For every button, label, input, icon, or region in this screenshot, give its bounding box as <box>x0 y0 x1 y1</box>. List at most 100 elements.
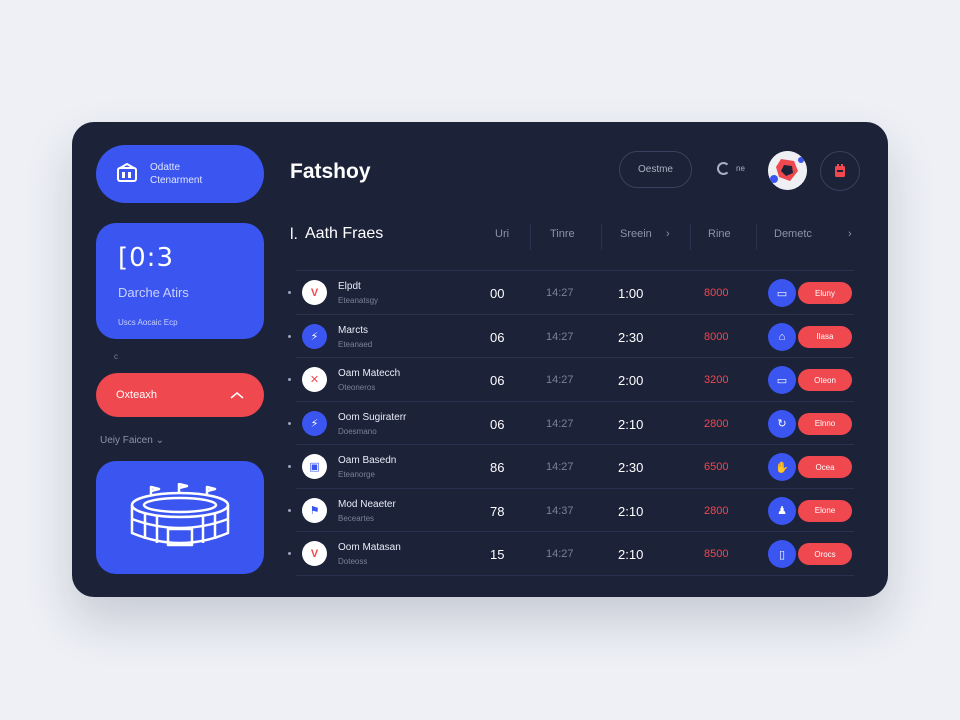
match-time: 14:27 <box>546 287 574 299</box>
notification-button[interactable] <box>820 151 860 191</box>
row-action-button[interactable]: Elone <box>798 499 852 522</box>
match-number: 15 <box>490 547 505 562</box>
header-action-button[interactable]: Oestme <box>619 151 692 188</box>
match-duration: 2:30 <box>618 460 644 475</box>
team-logo-icon: ✕ <box>302 367 327 392</box>
live-score: [0:3 <box>118 243 174 273</box>
column-divider <box>690 224 691 250</box>
action-glyph-icon: ▭ <box>776 374 788 387</box>
row-action-button[interactable]: Oteon <box>798 369 852 391</box>
match-subtitle: Doesmano <box>338 426 377 436</box>
match-duration: 2:10 <box>618 416 644 432</box>
match-price: 8500 <box>704 548 729 560</box>
match-subtitle: Eteanatsgy <box>338 296 379 305</box>
row-action-button[interactable]: Ilasa <box>798 325 852 348</box>
match-duration: 2:10 <box>618 503 644 519</box>
stadium-icon <box>130 482 230 546</box>
table-row[interactable]: V Elpdt Eteanatsgy 00 14:27 1:00 8000 ▭ Eluny <box>288 270 854 314</box>
sidebar-section-label[interactable]: Ueiy Faicen ⌄ <box>100 435 164 446</box>
table-row[interactable]: V Oom Matasan Doteoss 15 14:27 2:10 8500 ▯ Orocs <box>288 531 854 575</box>
action-glyph-icon: ▯ <box>778 548 786 561</box>
dashboard-card: Odatte Ctenarment [0:3 Darche Atirs Uscs… <box>72 122 888 597</box>
row-action-button[interactable]: Ocea <box>798 456 852 478</box>
column-header-2[interactable]: Tinre <box>550 228 575 240</box>
header-toggle[interactable]: ne <box>717 162 745 175</box>
match-duration: 2:10 <box>618 547 644 562</box>
row-action-button[interactable]: Elnno <box>798 412 852 435</box>
column-divider <box>601 224 602 250</box>
team-logo-icon: V <box>302 541 327 566</box>
header-toggle-label: ne <box>736 164 745 173</box>
table-row[interactable]: ✕ Oam Matecch Oteoneros 06 14:27 2:00 3200 ▭ Ote… <box>288 357 854 401</box>
row-action-button[interactable]: Eluny <box>798 282 852 304</box>
competition-line-1: Odatte <box>150 162 181 173</box>
soccer-ball-icon <box>768 151 807 190</box>
column-header-5[interactable]: Demetc <box>774 228 812 240</box>
table-marker: l. <box>290 226 298 243</box>
live-score-card[interactable]: [0:3 Darche Atirs Uscs Aocaic Ecp <box>96 223 264 339</box>
match-price: 8000 <box>704 287 729 299</box>
table-header: l. Aath Fraes Uri Tinre Sreein › Rine De… <box>290 224 860 250</box>
row-bullet <box>288 378 291 381</box>
match-number: 86 <box>490 460 505 475</box>
team-logo-icon: ▣ <box>302 454 327 479</box>
table-bottom-divider <box>296 574 854 576</box>
match-time: 14:27 <box>546 374 574 386</box>
table-row[interactable]: ⚡ Marcts Eteanaed 06 14:27 2:30 8000 ⌂ Ilasa <box>288 313 854 358</box>
match-number: 06 <box>490 329 505 345</box>
match-name: Oam Basedn <box>338 455 397 466</box>
row-action-icon[interactable]: ▭ <box>768 366 796 394</box>
action-glyph-icon: ⌂ <box>778 330 786 343</box>
match-time: 14:27 <box>546 330 574 343</box>
stadium-card[interactable] <box>96 461 264 574</box>
match-time: 14:37 <box>546 504 574 517</box>
column-header-3[interactable]: Sreein <box>620 228 652 240</box>
filter-dropdown-label: Oxteaxh <box>116 389 157 401</box>
match-subtitle: Doteoss <box>338 557 368 566</box>
column-divider <box>530 224 531 250</box>
refresh-icon <box>717 162 730 175</box>
team-logo-icon: ⚡ <box>302 410 327 436</box>
match-duration: 2:30 <box>618 329 644 345</box>
row-action-icon[interactable]: ▯ <box>768 540 796 568</box>
row-action-icon[interactable]: ♟ <box>768 496 796 525</box>
row-action-button[interactable]: Orocs <box>798 543 852 565</box>
team-logo-icon: V <box>302 280 327 305</box>
team-logo-icon: ⚡ <box>302 323 327 349</box>
chevron-right-icon[interactable]: › <box>666 228 670 240</box>
avatar[interactable] <box>768 151 807 190</box>
row-action-icon[interactable]: ▭ <box>768 279 796 307</box>
match-price: 2800 <box>704 417 729 430</box>
column-header-4[interactable]: Rine <box>708 228 731 240</box>
table-title: Aath Fraes <box>305 225 384 242</box>
competition-line-2: Ctenarment <box>150 175 203 186</box>
match-name: Marcts <box>338 324 368 336</box>
match-price: 8000 <box>704 330 729 343</box>
match-time: 14:27 <box>546 548 574 560</box>
live-score-caption: Uscs Aocaic Ecp <box>118 318 178 327</box>
sidebar-mini-text: c <box>114 352 118 361</box>
filter-dropdown[interactable]: Oxteaxh <box>96 373 264 417</box>
competition-selector[interactable]: Odatte Ctenarment <box>96 145 264 203</box>
match-name: Elpdt <box>338 281 361 292</box>
match-name: Oom Sugiraterr <box>338 411 407 423</box>
match-subtitle: Eteanaed <box>338 339 373 349</box>
row-action-icon[interactable]: ✋ <box>768 453 796 481</box>
live-score-subtitle: Darche Atirs <box>118 285 189 300</box>
match-subtitle: Beceartes <box>338 513 375 523</box>
table-row[interactable]: ▣ Oam Basedn Eteanorge 86 14:27 2:30 6500 ✋ Ocea <box>288 444 854 488</box>
row-action-icon[interactable]: ⌂ <box>768 322 796 351</box>
match-subtitle: Oteoneros <box>338 383 376 392</box>
column-divider <box>756 224 757 250</box>
row-bullet <box>288 552 291 555</box>
column-header-1[interactable]: Uri <box>495 228 510 240</box>
row-action-icon[interactable]: ↻ <box>768 409 796 438</box>
row-bullet <box>288 421 291 425</box>
match-number: 06 <box>490 373 505 388</box>
match-name: Oom Matasan <box>338 542 401 553</box>
ticket-icon <box>117 163 137 182</box>
table-row[interactable]: ⚑ Mod Neaeter Beceartes 78 14:37 2:10 2800 ♟ Elo… <box>288 487 854 532</box>
chevron-right-icon[interactable]: › <box>848 228 852 240</box>
table-row[interactable]: ⚡ Oom Sugiraterr Doesmano 06 14:27 2:10 2800 ↻ E… <box>288 400 854 445</box>
match-name: Mod Neaeter <box>338 498 396 510</box>
